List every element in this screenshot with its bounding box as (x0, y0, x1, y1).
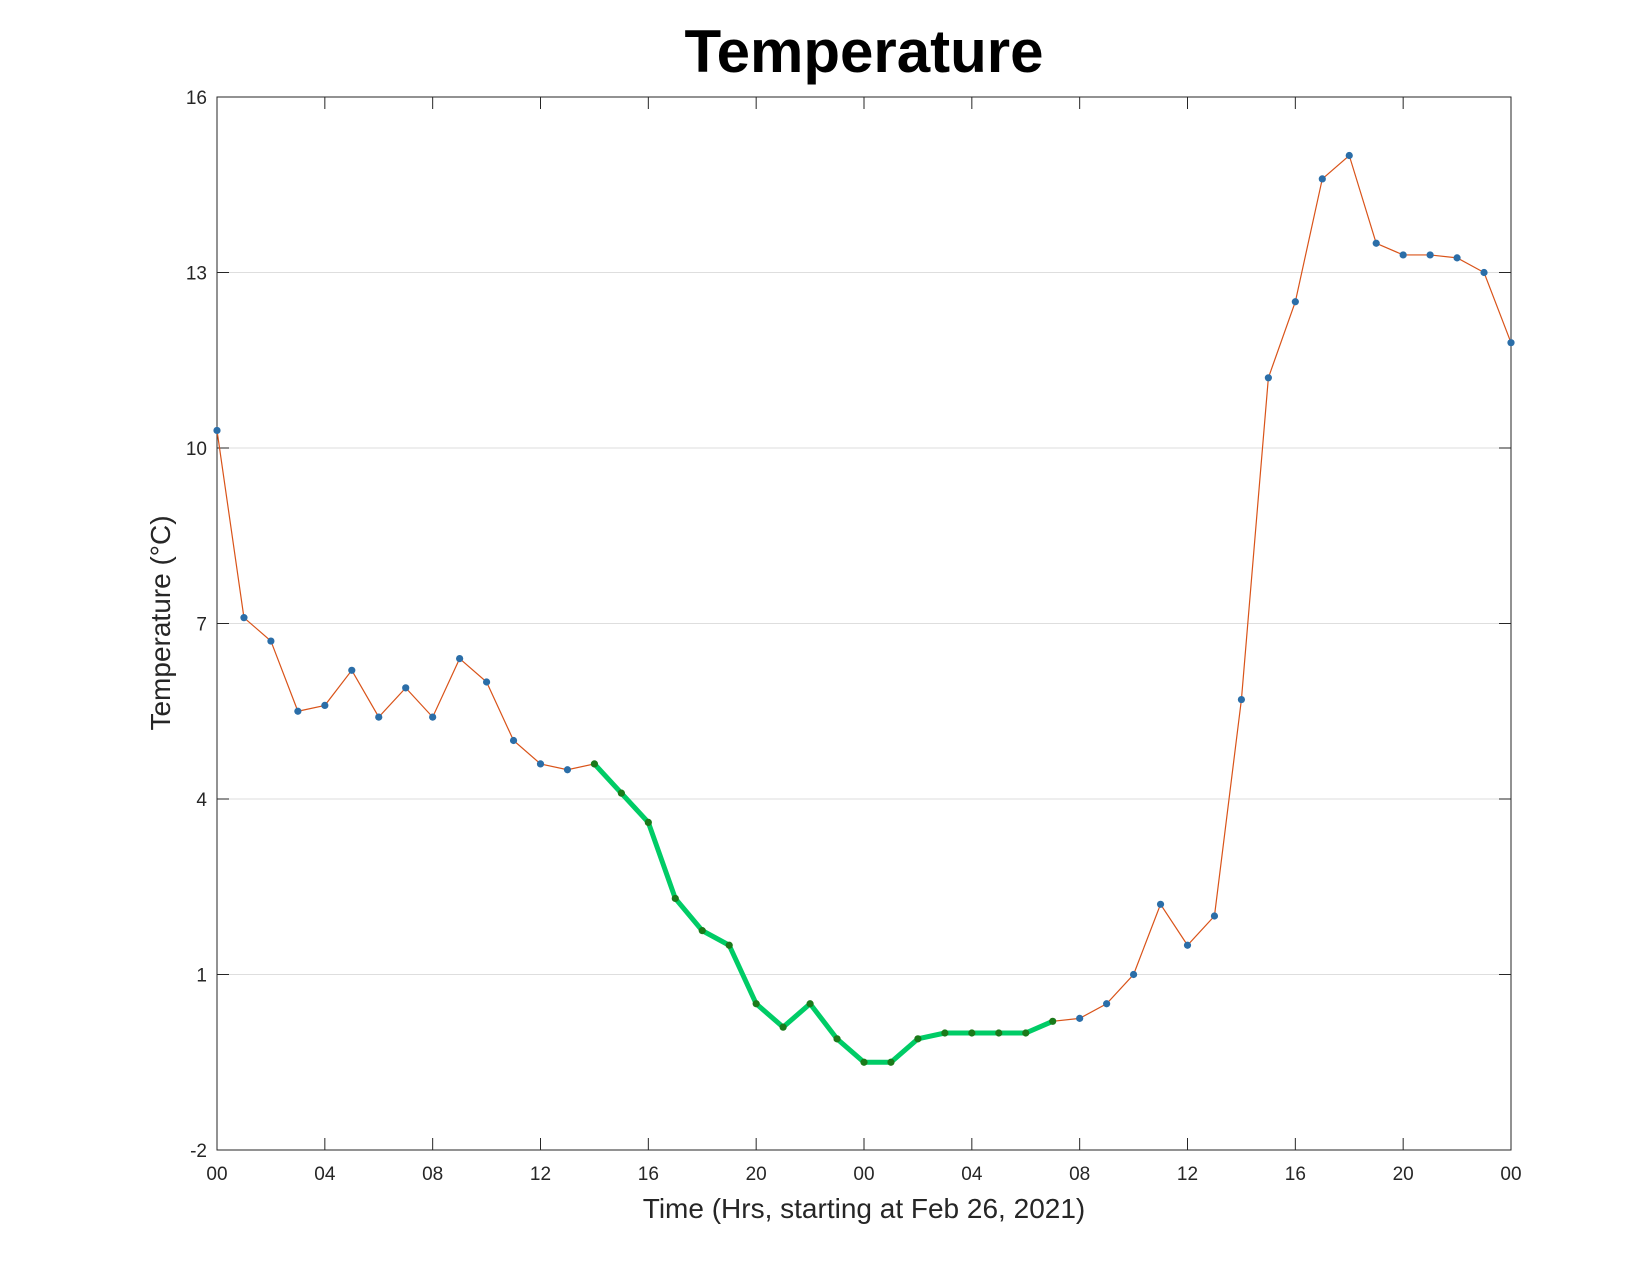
y-tick-label: -2 (190, 1141, 207, 1162)
highlight-point (617, 789, 625, 797)
data-point (348, 666, 356, 674)
x-tick-label: 04 (314, 1164, 336, 1185)
highlight-point (995, 1029, 1003, 1037)
data-point (1318, 175, 1326, 183)
highlight-point (698, 927, 706, 935)
data-point (1345, 151, 1353, 160)
highlight-point (806, 1000, 814, 1008)
data-point (482, 678, 491, 686)
data-point (1237, 695, 1246, 704)
temperature-line (216, 154, 1512, 1063)
data-point (1156, 900, 1165, 908)
y-tick-label: 1 (196, 966, 207, 987)
data-point (1372, 239, 1380, 247)
data-point (1453, 254, 1461, 262)
data-point (1129, 970, 1138, 979)
y-tick-label: 13 (186, 264, 207, 285)
data-point (1507, 339, 1515, 347)
highlight-line (591, 761, 1056, 1065)
highlight-point (725, 941, 733, 949)
x-tick-label: 00 (206, 1164, 227, 1185)
highlight-point (1049, 1017, 1057, 1025)
x-tick-label: 04 (961, 1164, 983, 1185)
data-point (563, 766, 572, 774)
x-axis-label: Time (Hrs, starting at Feb 26, 2021) (643, 1193, 1085, 1224)
data-point (213, 426, 221, 435)
x-tick-label: 12 (1177, 1164, 1198, 1185)
data-point (1399, 251, 1407, 259)
highlight-point (968, 1029, 976, 1037)
highlight-point (833, 1035, 841, 1043)
data-point (294, 707, 302, 715)
grid-lines (217, 272, 1511, 975)
data-point (1480, 268, 1488, 277)
highlight-point (860, 1058, 868, 1066)
highlight-point (887, 1058, 895, 1066)
data-point (1291, 298, 1299, 306)
data-point (402, 684, 410, 692)
data-point (267, 637, 275, 645)
y-axis-label: Temperature (°C) (145, 515, 176, 730)
highlight-point (941, 1029, 949, 1037)
x-tick-label: 08 (422, 1164, 443, 1185)
data-point (1183, 941, 1192, 949)
y-tick-label: 10 (186, 439, 207, 460)
highlight-point (779, 1023, 787, 1031)
highlight-point (752, 1000, 760, 1008)
data-point (1264, 374, 1272, 382)
x-tick-label: 16 (1285, 1164, 1306, 1185)
chart-title: Temperature (684, 18, 1043, 85)
data-point (240, 614, 248, 622)
x-tick-label: 00 (1500, 1164, 1521, 1185)
x-tick-label: 20 (1393, 1164, 1414, 1185)
data-point (321, 701, 329, 710)
y-tick-label: 7 (196, 615, 207, 636)
x-tick-label: 00 (853, 1164, 874, 1185)
data-point (1076, 1014, 1084, 1022)
y-tick-label: 4 (196, 790, 207, 811)
series-layer (213, 151, 1515, 1066)
data-point (509, 736, 518, 745)
data-point (1426, 251, 1434, 259)
data-point (375, 713, 383, 721)
data-point (456, 655, 464, 663)
highlight-point (671, 894, 679, 903)
y-tick-label: 16 (186, 88, 207, 109)
x-tick-label: 20 (746, 1164, 767, 1185)
data-point (536, 760, 545, 768)
axis-ticks: -2 1 4 7 10 13 16 00 04 08 12 16 20 00 04 08 12 16 20 00 (186, 88, 1522, 1185)
data-point (1210, 912, 1219, 920)
highlight-point (590, 760, 599, 768)
x-tick-label: 16 (638, 1164, 659, 1185)
data-point (1103, 1000, 1111, 1008)
highlight-point (1022, 1029, 1030, 1037)
highlight-point (914, 1035, 922, 1043)
data-point (429, 713, 437, 721)
highlight-point (644, 818, 652, 827)
x-tick-label: 12 (530, 1164, 551, 1185)
x-tick-label: 08 (1069, 1164, 1090, 1185)
